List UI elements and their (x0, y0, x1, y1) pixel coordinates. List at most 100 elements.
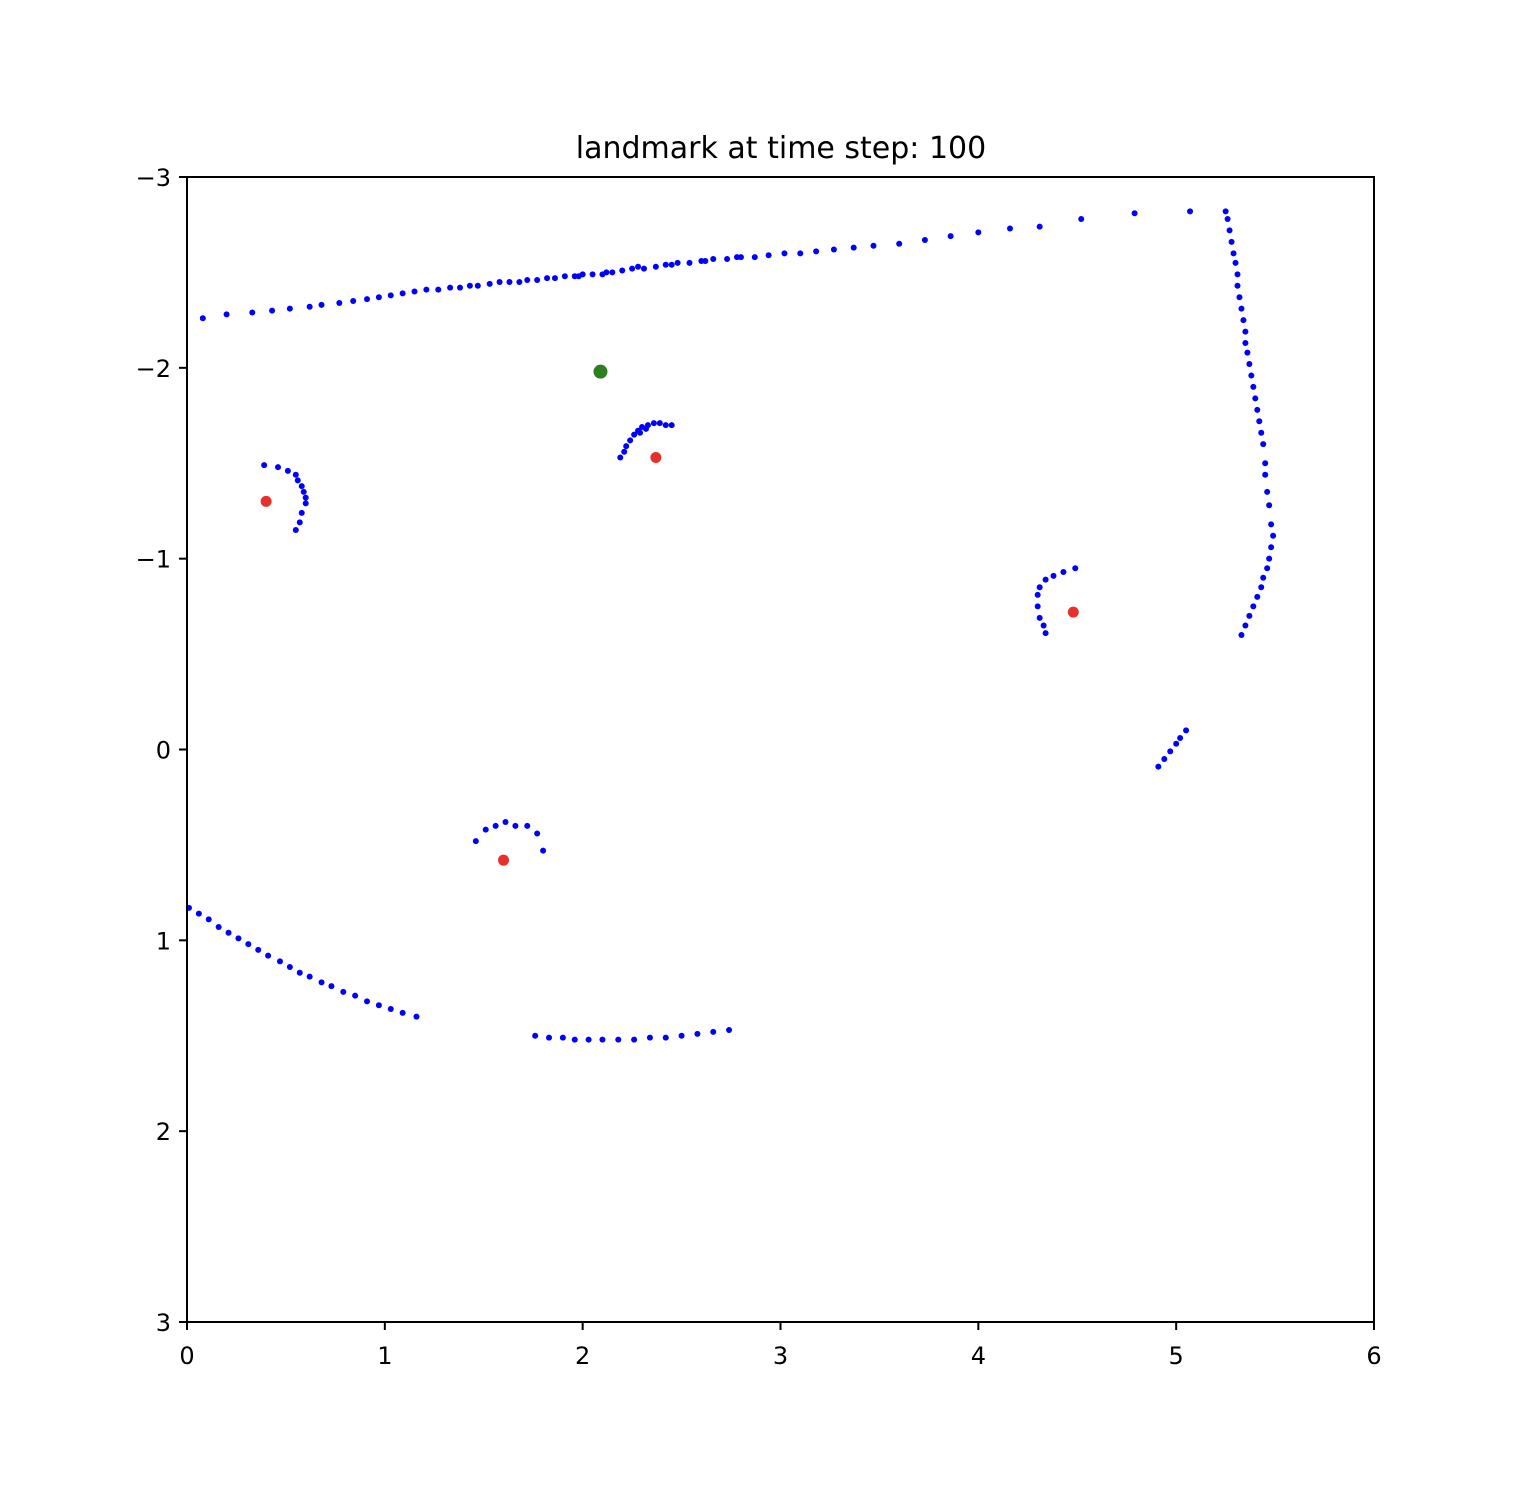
scan-point (235, 935, 242, 942)
scan-point (619, 267, 626, 274)
scan-point (1036, 584, 1043, 591)
scan-point (1040, 622, 1047, 629)
scan-point (1262, 460, 1269, 467)
chart-title: landmark at time step: 100 (576, 131, 986, 166)
scan-point (532, 1032, 539, 1039)
y-tick-label: 2 (156, 1118, 171, 1146)
scan-point (678, 1032, 685, 1039)
scan-point (561, 273, 568, 280)
scan-point (674, 259, 681, 266)
landmark-point (1067, 606, 1079, 618)
y-tick-label: −2 (136, 355, 171, 383)
scan-point (662, 261, 669, 268)
scan-point (1155, 763, 1162, 770)
scan-point (637, 429, 644, 436)
scan-point (1006, 225, 1013, 232)
scan-point (352, 992, 359, 999)
scan-point (249, 309, 256, 316)
scan-point (1266, 502, 1273, 509)
scan-point (1034, 591, 1041, 598)
scan-point (540, 847, 547, 854)
x-tick-label: 2 (575, 1342, 590, 1370)
scan-point (1177, 735, 1184, 742)
scan-point (1228, 238, 1235, 245)
scan-point (627, 437, 634, 444)
y-tick-label: 3 (156, 1309, 171, 1337)
scan-point (1264, 488, 1271, 495)
scan-point (1078, 215, 1085, 222)
scan-point (947, 233, 954, 240)
scan-point (1254, 593, 1261, 600)
scan-point (1260, 441, 1267, 448)
scan-point (710, 256, 717, 263)
scan-point (650, 420, 657, 427)
x-tick-label: 5 (1169, 1342, 1184, 1370)
scan-point (328, 983, 335, 990)
scan-point (492, 822, 499, 829)
scan-point (447, 284, 454, 291)
scan-point (423, 286, 430, 293)
scan-point (1246, 361, 1253, 368)
scan-point (364, 296, 371, 303)
scan-point (512, 822, 519, 829)
scan-point (751, 254, 758, 261)
scan-point (640, 265, 647, 272)
scan-point (1161, 756, 1168, 763)
scan-point (466, 282, 473, 289)
scan-point (399, 290, 406, 297)
landmark-point (260, 495, 272, 507)
scan-point (575, 273, 582, 280)
scan-point (1187, 208, 1194, 215)
scan-point (975, 229, 982, 236)
scan-point (435, 286, 442, 293)
scan-point (486, 280, 493, 287)
scan-point (585, 1036, 592, 1043)
scan-point (286, 964, 293, 971)
scan-point (599, 1036, 606, 1043)
scan-point (1268, 544, 1275, 551)
scan-point (621, 448, 628, 455)
scan-point (1240, 317, 1247, 324)
scan-point (1034, 603, 1041, 610)
scan-point (199, 315, 206, 322)
scan-point (506, 278, 513, 285)
scan-point (265, 952, 272, 959)
scan-point (482, 826, 489, 833)
scan-point (662, 422, 669, 429)
scan-point (1183, 727, 1190, 734)
x-tick-label: 1 (377, 1342, 392, 1370)
y-tick-label: −3 (136, 164, 171, 192)
scan-point (298, 509, 305, 516)
scan-point (797, 250, 804, 257)
scan-point (1167, 748, 1174, 755)
scan-point (726, 1027, 733, 1034)
x-tick-label: 4 (971, 1342, 986, 1370)
x-tick-label: 0 (179, 1342, 194, 1370)
scan-point (1042, 576, 1049, 583)
scan-point (1242, 328, 1249, 335)
scan-point (623, 443, 630, 450)
scan-point (1238, 305, 1245, 312)
scan-point (702, 257, 709, 264)
scan-point (710, 1028, 717, 1035)
scan-point (617, 454, 624, 461)
scan-point (286, 305, 293, 312)
scan-point (1224, 215, 1231, 222)
scan-point (1244, 349, 1251, 356)
scan-point (318, 301, 325, 308)
scan-point (340, 988, 347, 995)
scan-point (629, 265, 636, 272)
scan-point (642, 425, 649, 432)
scan-point (1256, 418, 1263, 425)
scan-point (457, 284, 464, 291)
scan-point (245, 941, 252, 948)
scan-point (1270, 532, 1277, 539)
scan-point (1250, 383, 1257, 390)
scan-point (516, 278, 523, 285)
scan-point (686, 259, 693, 266)
scan-point (615, 1036, 622, 1043)
scan-point (559, 1034, 566, 1041)
scan-point (662, 1034, 669, 1041)
scan-point (306, 973, 313, 980)
